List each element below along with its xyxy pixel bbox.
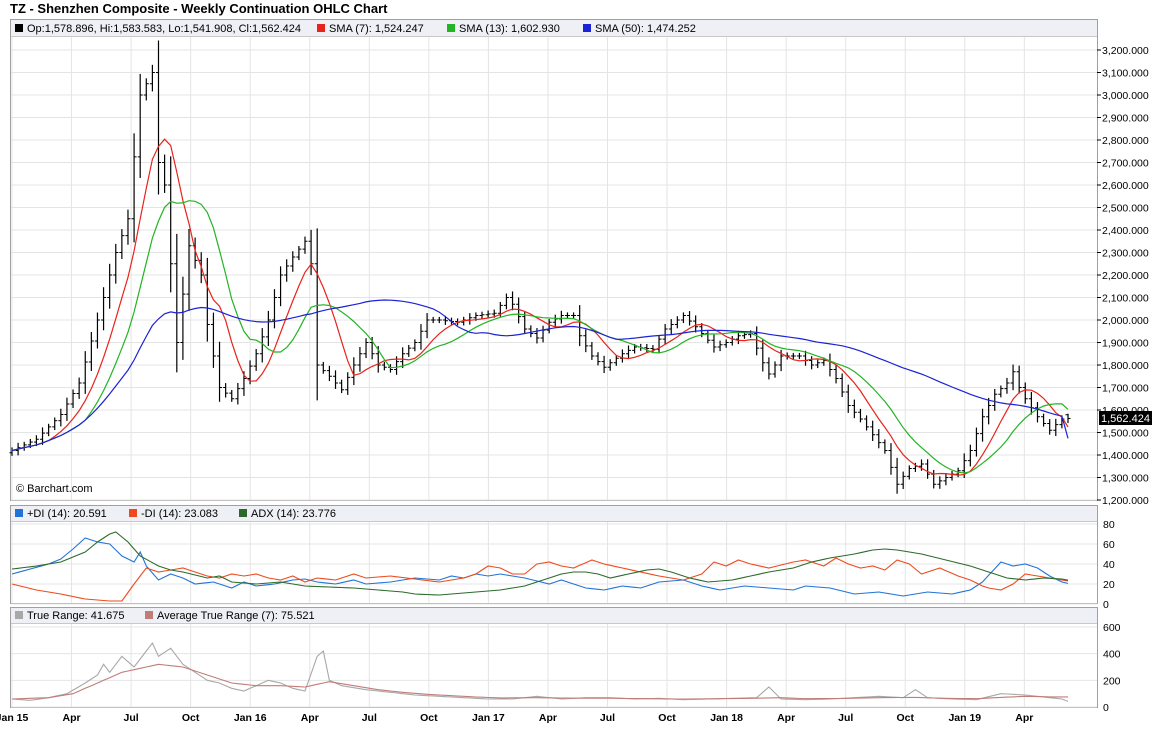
sma7-legend-swatch [317,24,325,32]
tr-legend-swatch [15,611,23,619]
price-y-tick-label: 1,900.000 [1102,338,1149,350]
sma13-legend-label: SMA (13): 1,602.930 [459,23,560,35]
grid-lines [11,37,1097,708]
price-panel-frame [10,19,1098,501]
mdi-line [11,557,1069,602]
dmi-y-tick-label: 60 [1103,539,1115,551]
x-axis-date-label: Apr [539,712,557,724]
last-price-label: 1,562.424 [1101,413,1150,425]
tr-y-tick-label: 200 [1103,675,1121,687]
price-y-tick-label: 3,100.000 [1102,68,1149,80]
price-y-tick-label: 2,700.000 [1102,158,1149,170]
x-axis-date-label: Apr [301,712,319,724]
adx-line [11,531,1069,596]
adx-legend-swatch [239,509,247,517]
price-y-tick-label: 2,300.000 [1102,248,1149,260]
price-y-tick-label: 3,000.000 [1102,90,1149,102]
adx-legend-label: ADX (14): 23.776 [251,508,336,520]
x-axis-date-label: Jan 19 [948,712,981,724]
tr-legend-label: True Range: 41.675 [27,610,124,622]
sma13-line [11,200,1069,474]
x-axis-date-label: Apr [63,712,81,724]
mdi-legend-label: -DI (14): 23.083 [141,508,218,520]
x-axis-date-label: Jul [362,712,377,724]
sma7-legend-label: SMA (7): 1,524.247 [329,23,424,35]
atr-line [11,663,1068,700]
sma50-legend-label: SMA (50): 1,474.252 [595,23,696,35]
last-price-marker: 1,562.424 [1099,411,1152,425]
price-y-tick-label: 2,600.000 [1102,180,1149,192]
indicator-lines [11,138,1069,702]
tr-legend-bar [11,608,1097,623]
chart-title: TZ - Shenzhen Composite - Weekly Continu… [10,1,388,16]
price-y-tick-label: 1,400.000 [1102,450,1149,462]
y-axis-ticks: 3,200.000 3,100.000 3,000.000 2,900.000 2,80… [1097,45,1149,714]
x-axis-date-label: Jan 17 [472,712,505,724]
price-y-tick-label: 1,800.000 [1102,360,1149,372]
ohlc-bars [9,40,1071,494]
ohlc-legend-label: Op:1,578.896, Hi:1,583.583, Lo:1,541.908… [27,23,301,35]
tr-y-tick-label: 0 [1103,702,1109,714]
price-legend-bar [11,20,1097,36]
barchart-credit: © Barchart.com [16,483,93,495]
price-y-tick-label: 1,700.000 [1102,383,1149,395]
true-range-line [11,641,1069,702]
price-y-tick-label: 2,000.000 [1102,315,1149,327]
sma13-legend-swatch [447,24,455,32]
x-axis-date-label: Jul [600,712,615,724]
dmi-y-tick-label: 0 [1103,599,1109,611]
sma50-line [11,299,1069,452]
x-axis-date-label: Oct [182,712,200,724]
x-axis-date-label: Oct [420,712,438,724]
x-axis-ticks: Jan 15 Apr Jul Oct Jan 16 Apr Jul Oct Jan 17 Apr J… [0,712,1033,724]
pdi-line [11,537,1069,597]
price-y-tick-label: 1,500.000 [1102,428,1149,440]
price-y-tick-label: 2,200.000 [1102,270,1149,282]
x-axis-date-label: Apr [777,712,795,724]
price-y-tick-label: 1,200.000 [1102,495,1149,507]
pdi-legend-swatch [15,509,23,517]
tr-y-tick-label: 400 [1103,649,1121,661]
x-axis-date-label: Oct [896,712,914,724]
sma7-line [11,138,1069,476]
dmi-y-tick-label: 20 [1103,579,1115,591]
dmi-y-tick-label: 40 [1103,559,1115,571]
x-axis-date-label: Jul [838,712,853,724]
atr-legend-swatch [145,611,153,619]
price-y-tick-label: 3,200.000 [1102,45,1149,57]
x-axis-date-label: Jul [124,712,139,724]
x-axis-date-label: Jan 18 [710,712,743,724]
tr-y-tick-label: 600 [1103,622,1121,634]
price-y-tick-label: 2,500.000 [1102,203,1149,215]
price-y-tick-label: 2,900.000 [1102,113,1149,125]
dmi-y-tick-label: 80 [1103,519,1115,531]
pdi-legend-label: +DI (14): 20.591 [27,508,107,520]
price-y-tick-label: 2,400.000 [1102,225,1149,237]
x-axis-date-label: Jan 15 [0,712,28,724]
dmi-legend-bar [11,506,1097,521]
x-axis-date-label: Apr [1015,712,1033,724]
x-axis-date-label: Jan 16 [234,712,267,724]
x-axis-date-label: Oct [658,712,676,724]
price-y-tick-label: 1,300.000 [1102,473,1149,485]
mdi-legend-swatch [129,509,137,517]
ohlc-legend-swatch [15,24,23,32]
atr-legend-label: Average True Range (7): 75.521 [157,610,315,622]
sma50-legend-swatch [583,24,591,32]
price-y-tick-label: 2,800.000 [1102,135,1149,147]
price-y-tick-label: 2,100.000 [1102,293,1149,305]
